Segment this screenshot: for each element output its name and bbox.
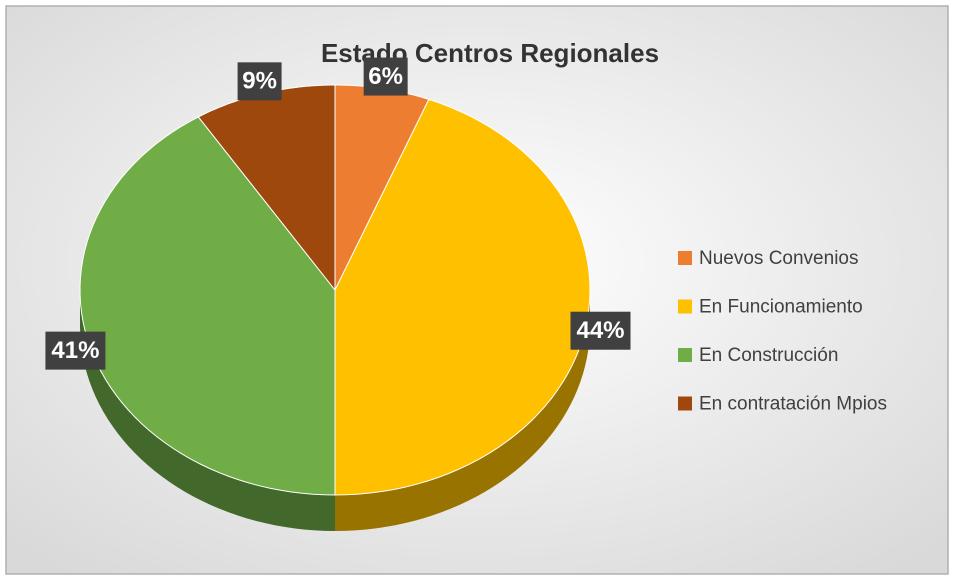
legend-label: En contratación Mpios xyxy=(699,394,887,415)
data-label-box xyxy=(237,62,282,101)
pie-side xyxy=(335,290,590,531)
data-label-box xyxy=(45,331,106,370)
data-label-box xyxy=(570,311,631,350)
legend-swatch xyxy=(678,299,692,314)
legend-swatch xyxy=(678,251,692,265)
data-label-box xyxy=(363,57,408,96)
pie-side xyxy=(80,290,335,531)
data-label: 44% xyxy=(576,317,624,344)
legend-swatch xyxy=(678,348,692,362)
data-label: 41% xyxy=(51,337,99,364)
data-label: 9% xyxy=(242,68,277,95)
legend-swatch xyxy=(678,396,692,411)
legend-label: En Funcionamiento xyxy=(699,297,863,318)
legend-label: En Construcción xyxy=(699,345,838,366)
data-label: 6% xyxy=(368,63,403,90)
legend-label: Nuevos Convenios xyxy=(699,248,858,269)
